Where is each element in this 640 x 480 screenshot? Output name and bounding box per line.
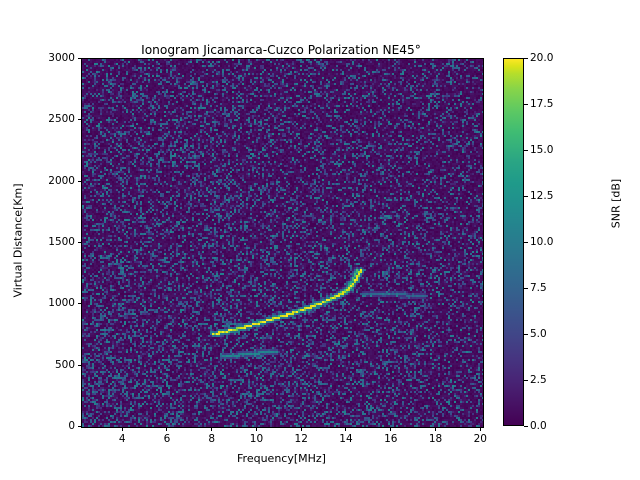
colorbar-tick-label: 12.5 [530,190,554,202]
x-tick-mark [390,427,392,431]
x-tick-label: 6 [163,433,171,445]
colorbar-tick-mark [524,242,528,243]
y-axis: 0 500 1000 1500 2000 2500 3000 Virtual Distanc… [0,52,81,432]
y-tick-mark [77,364,81,366]
x-axis: 4 6 8 10 12 14 16 18 20 Frequency[MHz] [81,427,487,477]
x-tick-label: 8 [208,433,216,445]
x-tick-mark [479,427,481,431]
colorbar-tick-mark [524,150,528,151]
x-tick-mark [121,427,123,431]
colorbar-tick-label: 5.0 [530,328,547,340]
x-tick-label: 14 [339,433,353,445]
y-axis-label: Virtual Distance[Km] [11,183,25,298]
colorbar-tick-label: 10.0 [530,236,554,248]
x-tick-label: 16 [384,433,398,445]
colorbar-tick-label: 15.0 [530,144,554,156]
y-tick-mark [77,119,81,121]
x-tick-mark [166,427,168,431]
y-tick-label: 500 [54,358,75,371]
x-axis-label: Frequency[MHz] [237,452,326,465]
colorbar-tick-mark [524,196,528,197]
colorbar-tick-mark [524,288,528,289]
x-tick-label: 20 [473,433,487,445]
ionogram-plot-area [81,58,484,428]
y-tick-label: 2000 [48,174,75,187]
colorbar-tick-mark [524,58,528,59]
y-tick-label: 1500 [48,236,75,248]
colorbar-tick-mark [524,380,528,381]
y-tick-label: 2500 [48,113,75,126]
colorbar-gradient [503,58,524,426]
x-tick-label: 18 [428,433,443,445]
colorbar-tick-label: 2.5 [530,374,547,386]
x-tick-mark [435,427,436,431]
y-tick-mark [77,58,81,59]
colorbar-tick-mark [524,426,528,427]
colorbar-tick-label: 17.5 [530,98,554,110]
y-tick-label: 1000 [48,297,75,310]
x-tick-label: 10 [249,433,264,445]
y-tick-label: 0 [68,420,75,432]
colorbar: 0.0 2.5 5.0 7.5 10.0 12.5 15.0 17.5 20.0 [503,52,553,432]
x-tick-mark [345,427,347,431]
colorbar-tick-label: 7.5 [530,282,547,294]
chart-title-main: Ionogram Jicamarca-Cuzco Polarization NE… [141,43,421,57]
colorbar-tick-label: 20.0 [530,52,554,64]
y-tick-mark [77,426,81,427]
y-tick-mark [77,180,81,182]
x-tick-label: 4 [118,433,126,445]
x-tick-mark [211,427,213,431]
y-tick-mark [77,242,81,243]
y-tick-label: 3000 [48,52,75,64]
colorbar-tick-mark [524,104,528,105]
x-tick-label: 12 [294,433,308,445]
x-tick-mark [300,427,302,431]
x-tick-mark [255,427,257,431]
y-tick-mark [77,303,81,305]
colorbar-label: SNR [dB] [609,178,623,229]
colorbar-tick-label: 0.0 [530,420,547,432]
colorbar-tick-mark [524,334,528,335]
ionogram-heatmap [82,59,483,427]
